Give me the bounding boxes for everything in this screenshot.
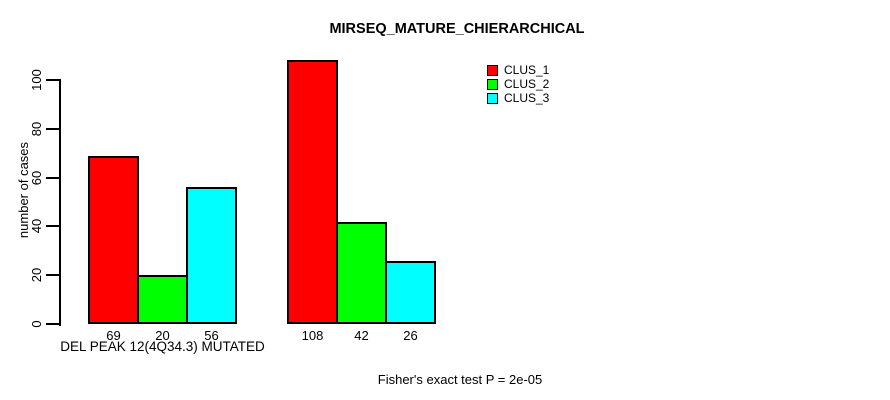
y-tick-label: 100 — [29, 69, 44, 91]
y-tick-label: 60 — [29, 170, 44, 186]
legend-swatch-clus3 — [487, 92, 498, 104]
y-tick — [46, 225, 60, 227]
bar-clus_1-group1 — [88, 156, 139, 324]
legend-swatch-clus1 — [487, 64, 498, 76]
x-axis-label: DEL PEAK 12(4Q34.3) MUTATED — [60, 339, 265, 354]
legend-label-clus3: CLUS_3 — [504, 91, 550, 105]
legend: CLUS_1 CLUS_2 CLUS_3 — [487, 63, 549, 105]
y-tick-label: 0 — [29, 320, 44, 328]
legend-label-clus2: CLUS_2 — [504, 77, 550, 91]
bar-value-label: 108 — [301, 328, 324, 343]
y-tick-label: 80 — [29, 121, 44, 137]
annotation-text: Fisher's exact test P = 2e-05 — [377, 372, 543, 387]
legend-label-clus1: CLUS_1 — [504, 63, 550, 77]
bar-value-label: 20 — [155, 328, 170, 343]
y-tick — [46, 128, 60, 130]
y-tick — [46, 323, 60, 325]
bar-clus_2-group1 — [137, 275, 188, 324]
y-tick-label: 40 — [29, 218, 44, 234]
legend-item-clus1: CLUS_1 — [487, 63, 549, 77]
bar-value-label: 69 — [106, 328, 121, 343]
legend-swatch-clus2 — [487, 78, 498, 90]
y-tick — [46, 177, 60, 179]
bar-clus_3-group1 — [186, 187, 237, 324]
bar-value-label: 26 — [403, 328, 418, 343]
legend-item-clus3: CLUS_3 — [487, 91, 549, 105]
chart-title: MIRSEQ_MATURE_CHIERARCHICAL — [329, 21, 585, 37]
y-axis-line — [59, 79, 61, 326]
bar-clus_3-group2 — [385, 261, 436, 324]
y-tick — [46, 79, 60, 81]
y-tick-label: 20 — [29, 267, 44, 283]
legend-item-clus2: CLUS_2 — [487, 77, 549, 91]
bar-value-label: 42 — [354, 328, 369, 343]
bar-value-label: 56 — [204, 328, 219, 343]
y-tick — [46, 274, 60, 276]
bar-clus_1-group2 — [287, 60, 338, 324]
bar-clus_2-group2 — [336, 222, 387, 324]
